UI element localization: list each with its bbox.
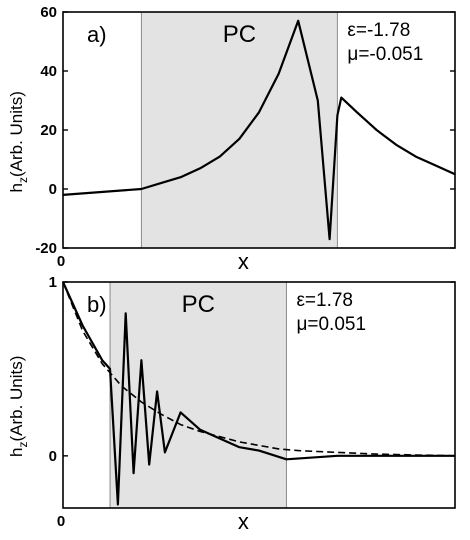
panel-a-ylabel: hz(Arb. Units) — [7, 91, 30, 192]
panel-b-xtick-label: 0 — [57, 513, 65, 530]
panel-b-ytick-label: 0 — [49, 448, 57, 465]
panel-a-ytick-label: 40 — [40, 63, 57, 80]
panel-a-xtick-label: 0 — [57, 253, 65, 270]
panel-a-param-epsilon: ε=-1.78 — [347, 20, 410, 41]
panel-a-series-solid — [62, 19, 456, 241]
panel-b-region-label: PC — [182, 291, 215, 318]
panel-b-panel-label: b) — [87, 292, 107, 317]
panel-b-param-mu: μ=0.051 — [296, 314, 366, 335]
panel-a-ytick-label: 20 — [40, 122, 57, 139]
panel-a-param-mu: μ=-0.051 — [347, 44, 423, 65]
panel-a-ytick-label: 60 — [40, 4, 57, 21]
panel-b-param-epsilon: ε=1.78 — [296, 290, 353, 311]
panel-b-ytick-label: 1 — [49, 274, 57, 291]
panel-a-region-label: PC — [223, 21, 256, 48]
panel-b-ylabel: hz(Arb. Units) — [7, 356, 30, 457]
panel-b-xlabel: x — [238, 509, 249, 534]
panel-a-ytick-label: 0 — [49, 181, 57, 198]
panel-b-series-solid — [61, 281, 455, 506]
panel-b-axes-frame — [62, 281, 456, 509]
panel-a-panel-label: a) — [87, 22, 107, 47]
panel-b-series-dashed — [62, 281, 456, 457]
panel-a-ytick-label: -20 — [35, 240, 57, 257]
panel-a-xlabel: x — [238, 249, 249, 274]
